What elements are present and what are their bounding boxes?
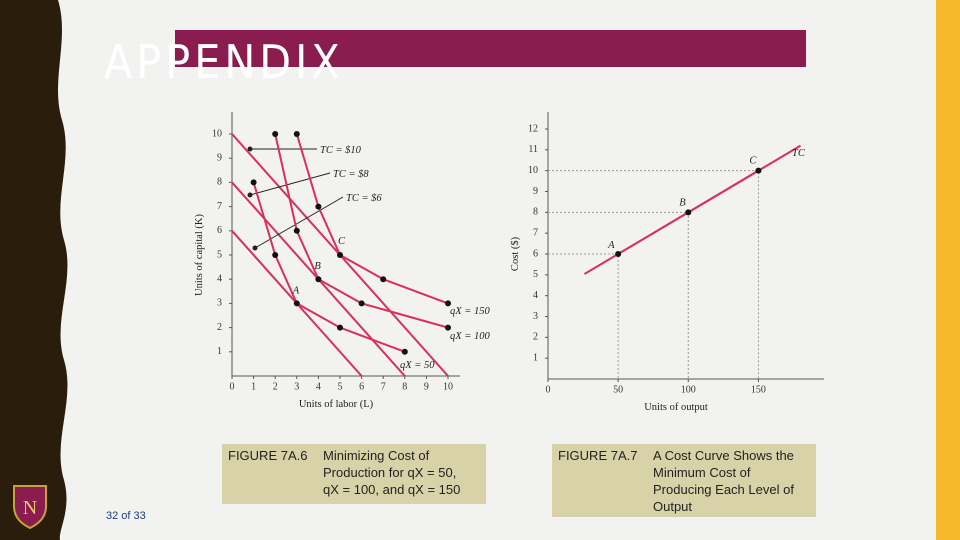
- data-point: [293, 227, 300, 234]
- series-label: qX = 150: [450, 306, 490, 317]
- y-tick-label: 1: [533, 352, 538, 363]
- y-tick-label: 5: [217, 249, 222, 260]
- caption-text: Minimum Cost of: [653, 465, 751, 480]
- x-tick-label: 10: [443, 381, 453, 392]
- caption-label: FIGURE 7A.6: [228, 448, 307, 463]
- caption-text: A Cost Curve Shows the: [653, 448, 794, 463]
- y-tick-label: 9: [533, 186, 538, 197]
- data-point: [315, 276, 322, 283]
- y-tick-label: 10: [528, 165, 538, 176]
- y-tick-label: 4: [217, 273, 222, 284]
- x-tick-label: 7: [381, 381, 386, 392]
- x-tick-label: 0: [546, 384, 551, 395]
- point-label: B: [679, 197, 686, 208]
- y-tick-label: 7: [217, 201, 222, 212]
- x-tick-label: 50: [613, 384, 623, 395]
- data-point: [445, 300, 451, 307]
- x-tick-label: 2: [273, 381, 278, 392]
- x-axis-label: Units of labor (L): [299, 399, 374, 410]
- x-axis-label: Units of output: [644, 402, 708, 413]
- y-tick-label: 4: [533, 290, 538, 301]
- data-point: [358, 300, 365, 307]
- y-tick-label: 8: [217, 177, 222, 188]
- y-tick-label: 10: [212, 128, 222, 139]
- caption-text: qX = 100, and qX = 150: [323, 482, 460, 497]
- x-tick-label: 8: [402, 381, 407, 392]
- y-tick-label: 2: [217, 322, 222, 333]
- x-tick-label: 9: [424, 381, 429, 392]
- arrow-head: [252, 245, 258, 251]
- series-label: TC = $8: [333, 169, 369, 180]
- point-label: A: [607, 240, 615, 251]
- series-label: qX = 50: [400, 360, 435, 371]
- data-point: [337, 324, 343, 331]
- caption-label: FIGURE 7A.7: [558, 448, 637, 463]
- point-label: B: [314, 261, 321, 272]
- y-tick-label: 11: [528, 144, 538, 155]
- y-tick-label: 8: [533, 207, 538, 218]
- caption-text: Production for qX = 50,: [323, 465, 456, 480]
- y-tick-label: 6: [533, 248, 538, 259]
- page-number: 32 of 33: [106, 510, 146, 522]
- arrow-head: [247, 192, 253, 198]
- x-tick-label: 6: [359, 381, 364, 392]
- slide-title: APPENDIX: [104, 35, 344, 89]
- y-tick-label: 3: [217, 298, 222, 309]
- caption-box: [552, 444, 816, 517]
- caption-text: Output: [653, 499, 692, 514]
- series-label: TC = $10: [320, 145, 362, 156]
- caption-box: [222, 444, 486, 504]
- svg-text:N: N: [23, 497, 37, 519]
- data-point: [401, 348, 408, 355]
- right-band: [936, 0, 960, 540]
- caption-text: Producing Each Level of: [653, 482, 794, 497]
- arrow-head: [247, 146, 253, 152]
- guide: [548, 253, 619, 379]
- data-point: [615, 251, 622, 257]
- point-label: C: [338, 236, 346, 247]
- series-label: TC: [792, 148, 806, 159]
- x-tick-label: 1: [251, 381, 256, 392]
- y-tick-label: 1: [217, 346, 222, 357]
- title-bar: [175, 30, 806, 67]
- data-point: [380, 276, 387, 283]
- x-tick-label: 0: [230, 381, 235, 392]
- y-axis-label: Units of capital (K): [194, 214, 205, 296]
- data-point: [272, 252, 279, 258]
- y-tick-label: 7: [533, 227, 538, 238]
- y-tick-label: 9: [217, 152, 222, 163]
- logo: N: [13, 485, 47, 530]
- data-point: [755, 167, 762, 174]
- caption-text: Minimizing Cost of: [323, 448, 430, 463]
- point-label: A: [292, 285, 300, 296]
- y-axis-label: Cost ($): [510, 236, 521, 271]
- x-tick-label: 4: [316, 381, 321, 392]
- data-point: [272, 131, 279, 137]
- data-point: [445, 324, 451, 331]
- data-point: [293, 300, 300, 307]
- x-tick-label: 100: [681, 384, 696, 395]
- y-tick-label: 2: [533, 332, 538, 343]
- label-arrow: [249, 172, 331, 196]
- point-label: C: [749, 156, 757, 167]
- y-tick-label: 12: [528, 123, 538, 134]
- data-point: [250, 179, 257, 186]
- data-point: [315, 203, 322, 210]
- guide: [548, 170, 759, 379]
- data-point: [685, 209, 692, 216]
- data-point: [293, 131, 300, 137]
- y-tick-label: 5: [533, 269, 538, 280]
- y-tick-label: 6: [217, 225, 222, 236]
- data-point: [337, 252, 343, 258]
- x-tick-label: 3: [294, 381, 299, 392]
- x-tick-label: 5: [338, 381, 343, 392]
- left-band: [0, 0, 68, 540]
- series-label: TC = $6: [346, 193, 382, 204]
- y-tick-label: 3: [533, 311, 538, 322]
- series-label: qX = 100: [450, 331, 490, 342]
- x-tick-label: 150: [751, 384, 766, 395]
